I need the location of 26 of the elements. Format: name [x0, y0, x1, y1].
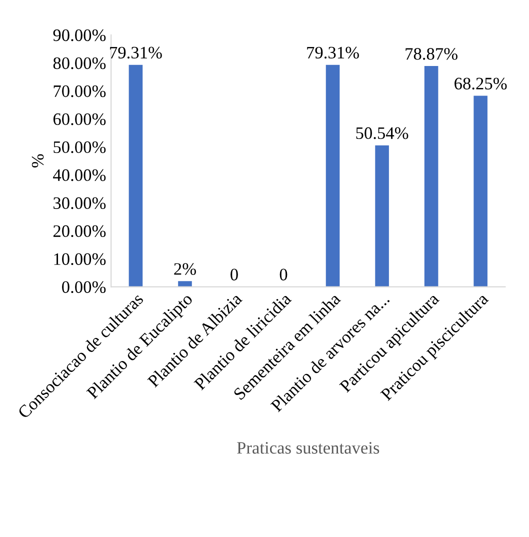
y-tick-label: 0.00%: [62, 281, 106, 294]
y-tick-label: 20.00%: [53, 225, 106, 238]
bar: [474, 96, 488, 287]
data-label: 68.25%: [454, 78, 507, 90]
data-label: 2%: [174, 263, 196, 275]
y-tick-label: 40.00%: [53, 169, 106, 182]
data-label: 78.87%: [406, 48, 458, 60]
data-label: 79.31%: [110, 46, 162, 59]
y-tick-label: 70.00%: [54, 85, 106, 98]
data-label: 0: [280, 268, 288, 280]
bar: [128, 64, 143, 287]
y-tick-label: 80.00%: [53, 57, 106, 70]
y-axis-title: %: [32, 154, 44, 168]
data-label: 79.31%: [307, 46, 359, 59]
bar: [375, 145, 389, 287]
x-axis-title: Praticas sustentaveis: [237, 442, 380, 454]
bar: [424, 66, 438, 287]
y-tick-label: 50.00%: [54, 141, 106, 154]
y-tick-label: 10.00%: [54, 253, 106, 266]
y-tick-label: 90.00%: [53, 29, 106, 42]
y-tick-label: 30.00%: [54, 197, 106, 210]
data-label: 0: [230, 268, 238, 280]
y-tick-label: 60.00%: [53, 113, 106, 126]
data-label: 50.54%: [356, 127, 408, 140]
bar: [326, 64, 340, 287]
bar: [178, 281, 192, 287]
